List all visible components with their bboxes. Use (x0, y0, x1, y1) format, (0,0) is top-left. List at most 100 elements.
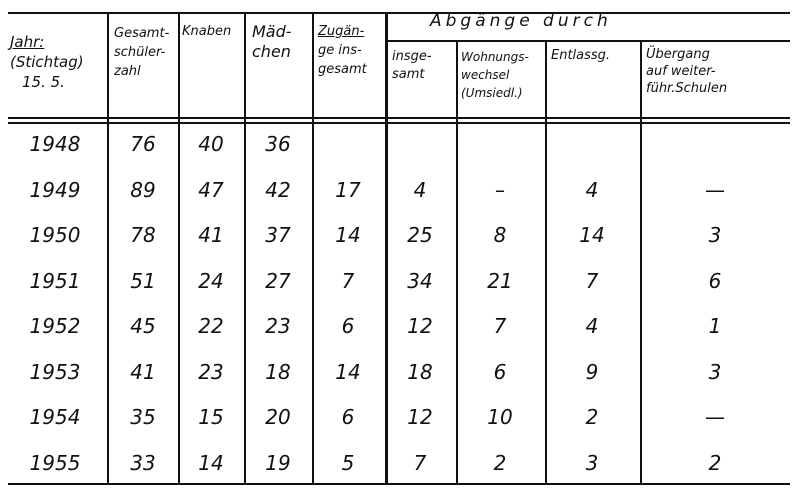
table-cell: 22 (198, 314, 224, 338)
year-cell: 1953 (29, 359, 81, 384)
year-cell: 1955 (29, 450, 81, 475)
header-knaben: Knaben (182, 24, 232, 39)
header-line: Gesamt- (114, 26, 170, 41)
table-cell: 3 (585, 450, 599, 475)
table-cell: 20 (265, 405, 291, 429)
header-line: chen (252, 42, 291, 61)
header-entlassung: Entlassg. (551, 48, 611, 63)
table-cell: 41 (198, 223, 224, 247)
top-rule (8, 12, 790, 14)
table-cell: 24 (198, 268, 224, 293)
col-divider (545, 40, 547, 485)
table-cell: 10 (487, 405, 513, 429)
table-cell: 12 (407, 405, 433, 429)
col-divider (312, 12, 314, 485)
table-cell: 6 (708, 268, 722, 293)
header-jahr: Jahr: (Stichtag) 15. 5. (10, 32, 84, 92)
table-cell: 7 (413, 450, 427, 475)
header-rule (8, 117, 790, 119)
col-divider (244, 12, 246, 485)
col-divider (640, 40, 642, 485)
col-divider (178, 12, 180, 485)
header-wohnungswechsel: Wohnungs- wechsel (Umsiedl.) (461, 48, 529, 102)
table-cell: 2 (493, 450, 507, 475)
table-cell: 41 (130, 359, 156, 384)
header-line: samt (392, 67, 425, 82)
table-cell: 34 (407, 268, 433, 293)
header-line: (Umsiedl.) (461, 86, 523, 100)
col-divider (456, 40, 458, 485)
table-cell: 7 (493, 314, 507, 338)
year-cell: 1951 (29, 268, 81, 293)
header-line: wechsel (461, 68, 510, 82)
table-cell: 23 (198, 359, 224, 384)
table-cell: 19 (265, 450, 291, 475)
table-cell: 6 (341, 405, 355, 429)
table-cell: 7 (341, 268, 355, 293)
table-cell: 14 (198, 450, 224, 475)
bottom-rule (8, 483, 790, 485)
table-cell: 17 (335, 177, 361, 202)
table-cell: 23 (265, 314, 291, 338)
table-cell: 2 (708, 450, 722, 475)
header-line: führ.Schulen (646, 81, 728, 96)
table-cell: 76 (130, 132, 156, 156)
table-cell: 42 (265, 177, 291, 202)
header-line: schüler- (114, 45, 166, 60)
table-cell: 12 (407, 314, 433, 338)
header-line: insge- (392, 49, 432, 64)
table-cell: 89 (130, 177, 156, 202)
table-cell: 14 (335, 223, 361, 247)
header-line: Zugän- (318, 24, 365, 39)
table-cell: 37 (265, 223, 291, 247)
table-cell: 7 (585, 268, 599, 293)
table-cell: 6 (341, 314, 355, 338)
year-cell: 1954 (29, 405, 81, 429)
table-cell: 47 (198, 177, 224, 202)
col-divider (385, 12, 388, 485)
table-cell: 25 (407, 223, 433, 247)
table-cell: 4 (413, 177, 427, 202)
table-cell: 2 (585, 405, 599, 429)
table-cell: 35 (130, 405, 156, 429)
table-cell: 40 (198, 132, 224, 156)
header-line: Wohnungs- (461, 50, 529, 64)
header-line: Mäd- (252, 22, 292, 41)
table-cell: — (705, 405, 725, 429)
year-cell: 1948 (29, 132, 81, 156)
header-line: Jahr: (10, 33, 45, 51)
table-cell: 45 (130, 314, 156, 338)
table-cell: – (495, 177, 505, 202)
table-cell: 51 (130, 268, 156, 293)
table-cell: 4 (585, 177, 599, 202)
table-cell: — (705, 177, 725, 202)
header-insgesamt: insge- samt (392, 48, 432, 84)
table-cell: 5 (341, 450, 355, 475)
year-cell: 1950 (29, 223, 81, 247)
header-line: auf weiter- (646, 64, 716, 79)
col-divider (107, 12, 109, 485)
table-cell: 18 (407, 359, 433, 384)
table-cell: 78 (130, 223, 156, 247)
header-line: 15. 5. (22, 73, 65, 91)
header-line: (Stichtag) (10, 53, 84, 71)
header-line: Übergang (646, 47, 710, 62)
header-rule-2 (8, 122, 790, 124)
table-cell: 15 (198, 405, 224, 429)
table-cell: 21 (487, 268, 513, 293)
table-cell: 14 (335, 359, 361, 384)
table-cell: 8 (493, 223, 507, 247)
table-cell: 27 (265, 268, 291, 293)
table-cell: 4 (585, 314, 599, 338)
group-rule (388, 40, 790, 42)
header-gesamt: Gesamt- schüler- zahl (114, 24, 169, 81)
header-abgaenge: Abgänge durch (430, 11, 612, 31)
year-cell: 1952 (29, 314, 81, 338)
table-cell: 3 (708, 223, 722, 247)
table-cell: 3 (708, 359, 722, 384)
table-cell: 33 (130, 450, 156, 475)
header-uebergang: Übergang auf weiter- führ.Schulen (646, 46, 727, 97)
table-cell: 14 (579, 223, 605, 247)
table-cell: 6 (493, 359, 507, 384)
header-zugaenge: Zugän- ge ins- gesamt (318, 22, 367, 79)
